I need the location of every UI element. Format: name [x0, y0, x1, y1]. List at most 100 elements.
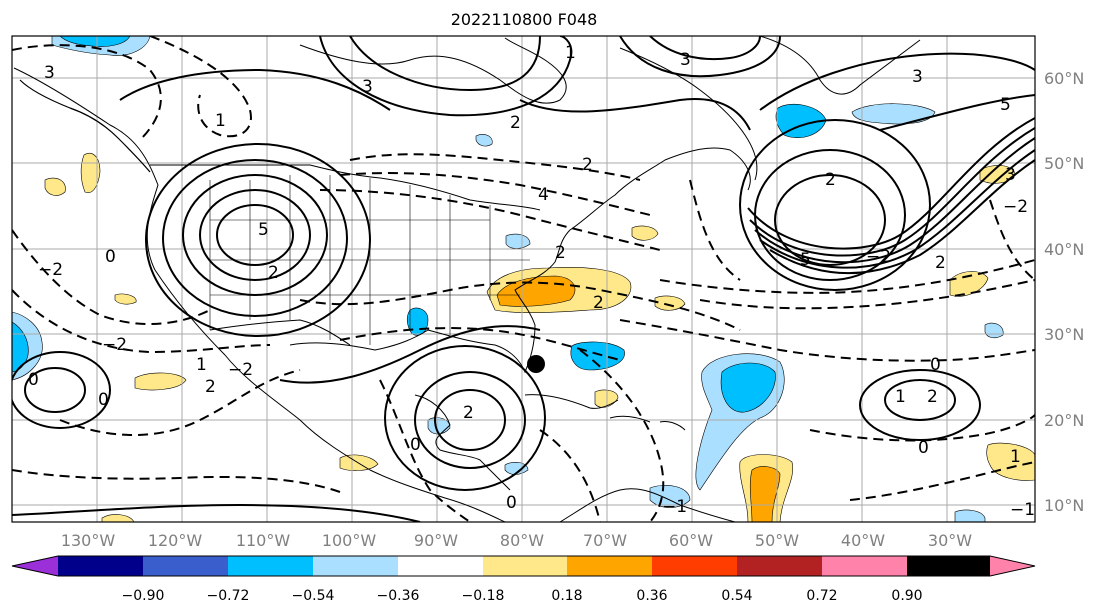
shade-negative-small-6 [505, 233, 531, 249]
shade-positive-atlantic-core [749, 466, 781, 522]
contour-label: 0 [918, 438, 929, 458]
contour-label: 0 [28, 370, 39, 390]
coast-greenland [759, 36, 921, 95]
contour-low-west-us-1 [216, 204, 294, 266]
contour-dash-15 [659, 259, 1035, 294]
latitude-labels: 10°N 20°N 30°N 40°N 50°N 60°N [1044, 69, 1084, 515]
contour-upper-1 [319, 36, 573, 117]
colorbar-segment [567, 556, 652, 576]
contour-label: −2 [228, 360, 253, 380]
contour-label: −2 [38, 260, 63, 280]
contour-label: 2 [593, 293, 604, 313]
colorbar-label: 0.54 [721, 588, 752, 604]
colorbar-label: −0.36 [377, 588, 420, 604]
contour-label: 1 [215, 111, 226, 131]
contour-gulf-2 [414, 371, 526, 469]
colorbar-segment [228, 556, 313, 576]
contour-label: −1 [1010, 500, 1035, 520]
contour-dash-9 [319, 189, 661, 251]
colorbar-segment [483, 556, 567, 576]
contour-label: 0 [930, 355, 941, 375]
colorbar-segment [398, 556, 483, 576]
coast-south-america [559, 488, 736, 522]
contour-dash-21 [379, 379, 471, 522]
coast-gulf-atlantic [289, 147, 751, 374]
contour-label: 5 [258, 220, 269, 240]
contour-pacific-1 [24, 367, 86, 413]
shade-negative-gulf [406, 307, 429, 336]
contour-dash-2 [149, 36, 252, 138]
contour-label: 1 [196, 355, 207, 375]
shade-positive-pacific-small-1 [44, 177, 66, 196]
shade-positive-ea-6 [631, 225, 659, 241]
contour-dash-7 [349, 153, 641, 181]
contour-label: 0 [105, 247, 116, 267]
contour-dash-10 [299, 281, 741, 331]
contour-upper-3 [619, 36, 781, 78]
colorbar: −0.90 −0.72 −0.54 −0.36 −0.18 0.18 0.36 … [11, 555, 1036, 604]
contour-label: 4 [538, 185, 549, 205]
colorbar-label: −0.18 [462, 588, 505, 604]
contour-label: 1 [895, 387, 906, 407]
contour-label: 3 [912, 67, 923, 87]
contour-ne-2 [879, 94, 1035, 131]
coast-cuba [524, 394, 619, 409]
contour-dash-5 [59, 369, 301, 436]
contour-dash-17 [809, 414, 1035, 442]
contour-label: −1 [662, 497, 687, 517]
contour-jet-4 [749, 127, 1035, 257]
colorbar-label: 0.90 [891, 588, 922, 604]
contour-label: 2 [205, 377, 216, 397]
shade-positive-pacific-small-4 [114, 293, 137, 305]
lon-label: 90°W [414, 531, 458, 550]
contour-atlantic-1 [774, 174, 886, 266]
contours-positive [12, 36, 1035, 522]
contour-label: −2 [866, 247, 891, 267]
coastlines [13, 36, 921, 522]
contour-eastern-2 [859, 369, 981, 441]
lon-label: 50°W [755, 531, 799, 550]
contour-label: 0 [506, 493, 517, 513]
contour-dash-1 [12, 44, 162, 141]
colorbar-extend-max [990, 556, 1035, 576]
coast-hispaniola [609, 415, 686, 431]
contour-north-loop [119, 68, 391, 111]
contour-dash-13 [619, 319, 1035, 362]
contour-dash-16 [689, 179, 741, 281]
colorbar-segment [313, 556, 398, 576]
contour-label: 3 [1005, 165, 1016, 185]
contour-low-west-us-2 [199, 189, 311, 281]
shade-negative-ne-atlantic [851, 103, 936, 125]
colorbar-segment [907, 556, 990, 576]
colorbar-label: 0.72 [806, 588, 837, 604]
map-frame [11, 35, 1036, 523]
shade-negative-small-5 [954, 509, 986, 522]
contour-jet-1 [769, 159, 1035, 275]
contour-dash-3 [12, 229, 211, 325]
contour-labels: 3 1 2 3 5 2 2 3 1 0 −2 4 5 2 3 5 −2 2 −2… [28, 43, 1035, 520]
border-us-mexico [209, 319, 351, 346]
coast-north-america-west [13, 67, 506, 522]
coast-mexico-yucatan [414, 394, 511, 491]
contour-jet-2 [759, 149, 1035, 269]
shade-positive-ea-7 [654, 295, 686, 311]
colorbar-segment [143, 556, 228, 576]
colorbar-label: −0.72 [207, 588, 250, 604]
contour-label: 2 [582, 155, 593, 175]
contour-atlantic-3 [739, 119, 931, 291]
contour-dash-14 [699, 279, 1035, 310]
contours-negative [12, 36, 1035, 522]
contour-dash-11 [339, 327, 621, 361]
contour-label: −2 [102, 335, 127, 355]
colorbar-extend-min [12, 556, 58, 576]
coast-canada-hudson [299, 37, 567, 104]
colorbar-segment [737, 556, 822, 576]
contour-pacific-2 [12, 351, 111, 429]
map-panel: 3 1 2 3 5 2 2 3 1 0 −2 4 5 2 3 5 −2 2 −2… [12, 36, 1035, 522]
coast-labrador [619, 47, 758, 181]
contour-label: −2 [1003, 197, 1028, 217]
contour-label: 2 [927, 387, 938, 407]
lon-label: 80°W [500, 531, 544, 550]
colorbar-label: 0.18 [551, 588, 582, 604]
